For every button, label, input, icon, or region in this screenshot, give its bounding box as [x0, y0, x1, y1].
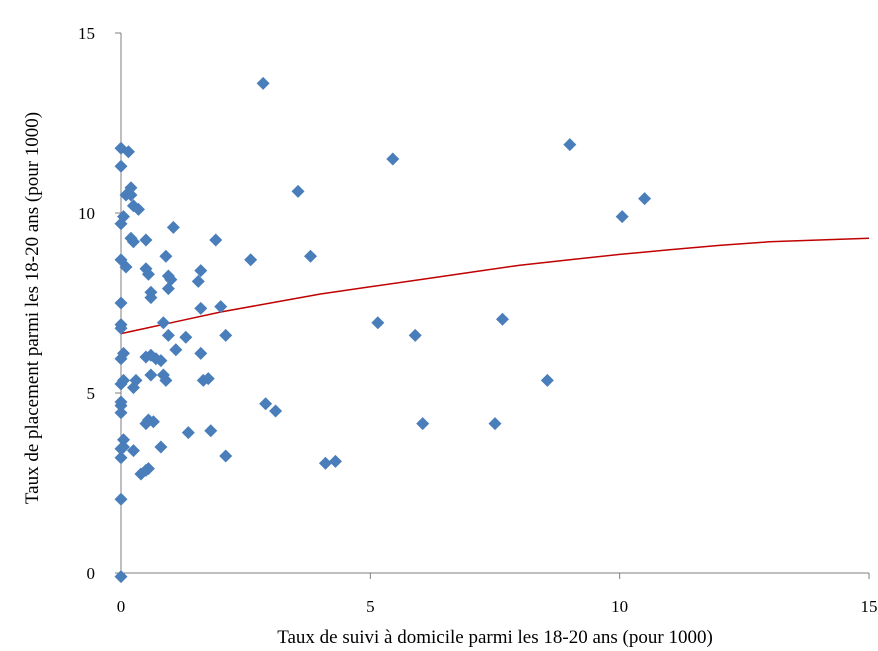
data-point	[114, 321, 128, 335]
data-point	[139, 233, 153, 247]
data-point	[615, 210, 629, 224]
y-ticks: 0 5 10 15	[78, 24, 121, 583]
y-axis-title: Taux de placement parmi les 18-20 ans (p…	[22, 112, 43, 504]
data-point	[114, 399, 128, 413]
data-points	[114, 76, 652, 584]
data-point	[126, 444, 140, 458]
data-point	[161, 282, 175, 296]
data-point	[124, 181, 138, 195]
data-point	[209, 233, 223, 247]
data-point	[166, 220, 180, 234]
x-tick-label: 10	[611, 597, 628, 616]
data-point	[121, 145, 135, 159]
x-ticks: 0 5 10 15	[117, 573, 878, 616]
data-point	[114, 217, 128, 231]
axes	[120, 33, 869, 574]
data-point	[214, 300, 228, 314]
data-point	[159, 249, 173, 263]
trend-line	[120, 237, 870, 335]
data-point	[126, 235, 140, 249]
data-point	[114, 570, 128, 584]
data-point	[129, 373, 143, 387]
data-point	[114, 296, 128, 310]
data-point	[638, 192, 652, 206]
data-point	[540, 373, 554, 387]
data-point	[116, 440, 130, 454]
data-point	[164, 273, 178, 287]
data-point	[114, 352, 128, 366]
y-tick-label: 0	[87, 564, 96, 583]
data-point	[408, 328, 422, 342]
data-point	[179, 330, 193, 344]
data-point	[328, 454, 342, 468]
y-tick-label: 5	[87, 384, 96, 403]
data-point	[371, 316, 385, 330]
data-point	[144, 368, 158, 382]
data-point	[416, 417, 430, 431]
data-point	[291, 184, 305, 198]
data-point	[194, 301, 208, 315]
data-point	[169, 343, 183, 357]
data-point	[386, 152, 400, 166]
data-point	[114, 159, 128, 173]
data-point	[181, 426, 195, 440]
data-point	[259, 397, 273, 411]
y-tick-label: 15	[78, 24, 95, 43]
data-point	[141, 413, 155, 427]
data-point	[159, 373, 173, 387]
data-point	[119, 260, 133, 274]
data-point	[563, 138, 577, 152]
data-point	[269, 404, 283, 418]
data-point	[116, 433, 130, 447]
data-point	[154, 354, 168, 368]
y-tick-label: 10	[78, 204, 95, 223]
data-point	[194, 264, 208, 278]
data-point	[154, 440, 168, 454]
data-point	[114, 492, 128, 506]
data-point	[495, 312, 509, 326]
data-point	[114, 377, 128, 391]
data-point	[303, 249, 317, 263]
data-point	[318, 456, 332, 470]
data-point	[114, 406, 128, 420]
data-point	[219, 328, 233, 342]
data-point	[114, 451, 128, 465]
data-point	[219, 449, 233, 463]
data-point	[488, 417, 502, 431]
x-tick-label: 5	[366, 597, 375, 616]
data-point	[244, 253, 258, 267]
x-tick-label: 0	[117, 597, 126, 616]
data-point	[131, 202, 145, 216]
data-point	[141, 462, 155, 476]
data-point	[124, 188, 138, 202]
data-point	[141, 267, 155, 281]
data-point	[161, 328, 175, 342]
data-point	[194, 346, 208, 360]
data-point	[201, 372, 215, 386]
data-point	[144, 291, 158, 305]
data-point	[156, 316, 170, 330]
data-point	[191, 274, 205, 288]
data-point	[256, 76, 270, 90]
x-axis-title: Taux de suivi à domicile parmi les 18-20…	[277, 627, 713, 648]
data-point	[204, 424, 218, 438]
x-tick-label: 15	[861, 597, 878, 616]
